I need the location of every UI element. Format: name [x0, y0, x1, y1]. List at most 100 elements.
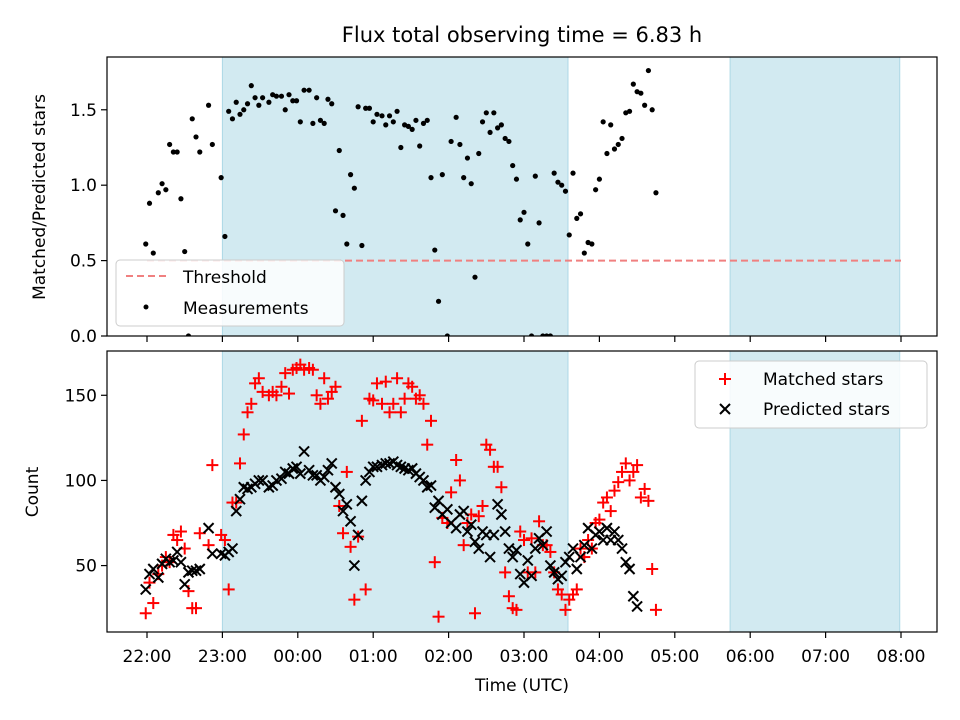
- matched-point: [616, 465, 629, 478]
- predicted-series: [140, 445, 643, 613]
- legend-top: Threshold Measurements: [115, 259, 345, 327]
- measurement-point: [163, 187, 169, 193]
- measurement-point: [366, 105, 373, 111]
- measurement-point: [278, 93, 285, 99]
- matched-point: [445, 486, 458, 499]
- matched-point: [344, 540, 357, 553]
- measurement-point: [355, 104, 361, 110]
- measurement-point: [174, 149, 180, 155]
- shaded-interval: [729, 56, 901, 337]
- measurement-point: [562, 188, 569, 194]
- matched-point: [593, 513, 606, 526]
- matched-point: [514, 525, 527, 538]
- measurement-point: [398, 144, 404, 151]
- matched-point: [383, 406, 396, 419]
- matched-point: [544, 545, 557, 558]
- measurement-point: [317, 117, 324, 123]
- predicted-point: [529, 542, 542, 555]
- measurement-point: [266, 99, 272, 105]
- measurement-point: [413, 117, 419, 123]
- matched-point: [391, 372, 404, 385]
- measurement-point: [222, 233, 228, 240]
- measurement-point: [457, 141, 463, 148]
- predicted-point: [359, 474, 372, 487]
- measurement-point: [448, 138, 454, 145]
- measurement-point: [409, 126, 415, 132]
- predicted-point: [298, 445, 310, 458]
- measurement-point: [498, 122, 504, 128]
- predicted-point: [226, 542, 239, 555]
- predicted-point: [344, 515, 357, 528]
- measurement-point: [479, 119, 486, 125]
- measurement-point: [428, 175, 434, 181]
- measurement-point: [472, 274, 478, 280]
- matched-point: [314, 397, 327, 410]
- x-tick-label: 01:00: [349, 647, 398, 667]
- matched-point: [608, 484, 621, 497]
- predicted-point: [469, 536, 481, 548]
- measurement-point: [252, 95, 258, 101]
- matched-point: [275, 380, 288, 393]
- predicted-point: [484, 551, 496, 563]
- axes-frame-bottom: [106, 350, 938, 633]
- predicted-point: [318, 471, 330, 483]
- measurement-point: [420, 120, 427, 126]
- matched-point: [348, 593, 361, 606]
- matched-point: [502, 590, 515, 603]
- x-tick-label: 02:00: [424, 647, 473, 667]
- measurement-point: [290, 98, 296, 104]
- predicted-point: [525, 570, 538, 582]
- measurement-point: [340, 212, 346, 218]
- measurement-point: [495, 125, 501, 131]
- matched-point: [642, 494, 655, 507]
- measurement-point: [532, 173, 538, 179]
- measurements-series: [143, 67, 659, 336]
- matched-point: [453, 474, 466, 487]
- x-tick-label: 08:00: [877, 647, 926, 667]
- x-tick-label: 06:00: [726, 647, 775, 667]
- y-tick-label: 0.0: [70, 327, 97, 347]
- measurement-point: [226, 108, 232, 114]
- predicted-point: [491, 498, 504, 510]
- predicted-point: [601, 522, 613, 534]
- predicted-point: [499, 525, 511, 538]
- x-tick-label: 04:00: [575, 647, 624, 667]
- predicted-point: [425, 479, 437, 492]
- predicted-point: [586, 542, 598, 555]
- x-ticks-top: [146, 336, 902, 342]
- predicted-point: [506, 551, 519, 563]
- matched-point: [233, 457, 246, 470]
- measurement-point: [332, 208, 339, 214]
- matched-point: [646, 562, 659, 575]
- matched-point: [279, 367, 292, 380]
- predicted-point: [230, 505, 242, 517]
- measurement-point: [282, 107, 288, 113]
- measurement-point: [182, 248, 188, 255]
- predicted-point: [450, 522, 462, 534]
- predicted-point: [367, 461, 379, 473]
- measurement-point: [306, 87, 312, 93]
- measurement-point: [293, 98, 300, 104]
- matched-point: [432, 610, 445, 623]
- matched-point: [649, 603, 662, 616]
- measurement-point: [476, 150, 482, 157]
- measurement-point: [167, 141, 173, 148]
- measurement-point: [566, 232, 572, 238]
- measurement-point: [547, 333, 553, 336]
- measurement-point: [197, 149, 203, 155]
- measurement-point: [159, 181, 165, 187]
- predicted-point: [417, 474, 430, 487]
- matched-point: [241, 406, 254, 419]
- matched-point: [206, 459, 219, 472]
- measurement-point: [178, 196, 184, 202]
- predicted-point: [555, 570, 568, 582]
- measurement-point: [273, 93, 280, 99]
- matched-point: [570, 583, 583, 596]
- measurement-point: [630, 81, 636, 87]
- legend-frame-top: [115, 259, 345, 327]
- measurement-point: [577, 211, 584, 217]
- matched-point: [190, 602, 203, 615]
- matched-point: [379, 375, 392, 388]
- measurement-point: [310, 120, 316, 126]
- matched-point: [398, 392, 411, 405]
